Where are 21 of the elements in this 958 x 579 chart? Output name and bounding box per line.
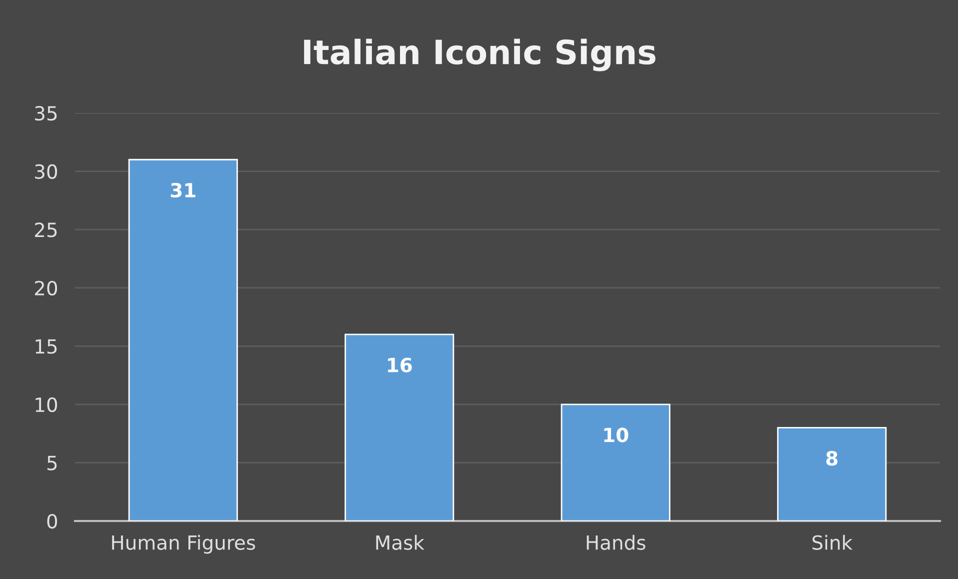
- y-tick-label: 35: [35, 106, 57, 121]
- y-tick-label: 10: [36, 397, 58, 412]
- data-label: 16: [388, 358, 412, 372]
- data-label: 10: [604, 428, 628, 442]
- y-tick-label: 15: [36, 339, 57, 354]
- y-tick-label: 0: [47, 514, 58, 529]
- y-tick-label: 5: [47, 456, 57, 470]
- bar: [344, 334, 454, 521]
- data-label: 31: [170, 182, 196, 198]
- chart-title: Italian Iconic Signs: [304, 38, 656, 72]
- bar: [128, 158, 238, 521]
- x-tick-label: Sink: [812, 534, 852, 550]
- bar: [777, 427, 887, 521]
- y-tick-label: 30: [35, 164, 58, 179]
- x-tick-label: Human Figures: [112, 534, 256, 554]
- x-tick-label: Mask: [376, 534, 424, 550]
- data-label: 8: [826, 450, 838, 466]
- y-tick-label: 20: [35, 280, 58, 296]
- y-tick-label: 25: [35, 222, 57, 238]
- bar: [560, 404, 670, 521]
- x-tick-label: Hands: [586, 534, 646, 550]
